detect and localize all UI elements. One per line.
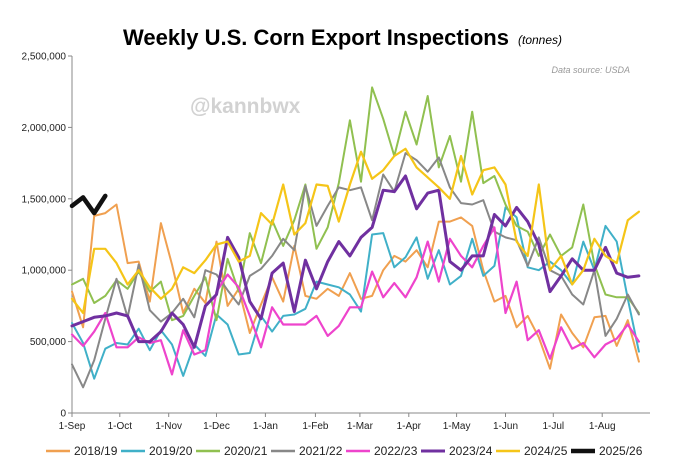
series-line-2024-25 xyxy=(70,147,641,315)
x-tick-label: 1-Dec xyxy=(203,421,230,432)
x-tick-label: 1-Jul xyxy=(542,421,564,432)
legend-label-2020-21: 2020/21 xyxy=(224,444,268,458)
x-tick-label: 1-Nov xyxy=(155,421,182,432)
series-line-2023-24 xyxy=(70,174,641,349)
series-line-2020-21 xyxy=(71,86,640,322)
series-line-2021-22 xyxy=(71,152,640,389)
legend-label-2021-22: 2021/22 xyxy=(299,444,343,458)
legend-label-2023-24: 2023/24 xyxy=(449,444,493,458)
y-tick-label: 1,000,000 xyxy=(22,266,67,277)
x-tick-label: 1-Oct xyxy=(108,421,133,432)
watermark: @kannbwx xyxy=(190,95,301,118)
x-tick-label: 1-Sep xyxy=(59,421,86,432)
y-tick-label: 500,000 xyxy=(30,337,67,348)
x-tick-label: 1-Feb xyxy=(302,421,329,432)
x-tick-label: 1-Jun xyxy=(493,421,518,432)
chart-subtitle: (tonnes) xyxy=(518,33,562,47)
chart-title: Weekly U.S. Corn Export Inspections xyxy=(123,25,509,50)
legend-label-2022-23: 2022/23 xyxy=(374,444,418,458)
legend: 2018/19 2019/20 2020/21 2021/22 2022/23 2023/… xyxy=(46,444,643,458)
series-line-2025-26 xyxy=(69,193,108,216)
y-tick-label: 1,500,000 xyxy=(22,194,67,205)
y-tick-label: 0 xyxy=(60,409,66,420)
plot-area: 0 500,000 1,000,000 1,500,000 2,000,000 2,500… xyxy=(22,52,650,432)
legend-label-2025-26: 2025/26 xyxy=(599,444,643,458)
x-tick-label: 1-May xyxy=(443,421,471,432)
x-tick-label: 1-Jan xyxy=(253,421,278,432)
x-tick-label: 1-Apr xyxy=(397,421,422,432)
legend-label-2024-25: 2024/25 xyxy=(524,444,568,458)
data-source: Data source: USDA xyxy=(551,65,630,75)
y-tick-label: 2,500,000 xyxy=(22,52,67,63)
x-tick-label: 1-Aug xyxy=(589,421,616,432)
legend-label-2018-19: 2018/19 xyxy=(74,444,118,458)
series-line-2022-23 xyxy=(70,226,641,376)
x-tick-label: 1-Mar xyxy=(347,421,374,432)
series-line-2018-19 xyxy=(71,203,640,370)
y-tick-label: 2,000,000 xyxy=(22,123,67,134)
legend-label-2019-20: 2019/20 xyxy=(149,444,193,458)
